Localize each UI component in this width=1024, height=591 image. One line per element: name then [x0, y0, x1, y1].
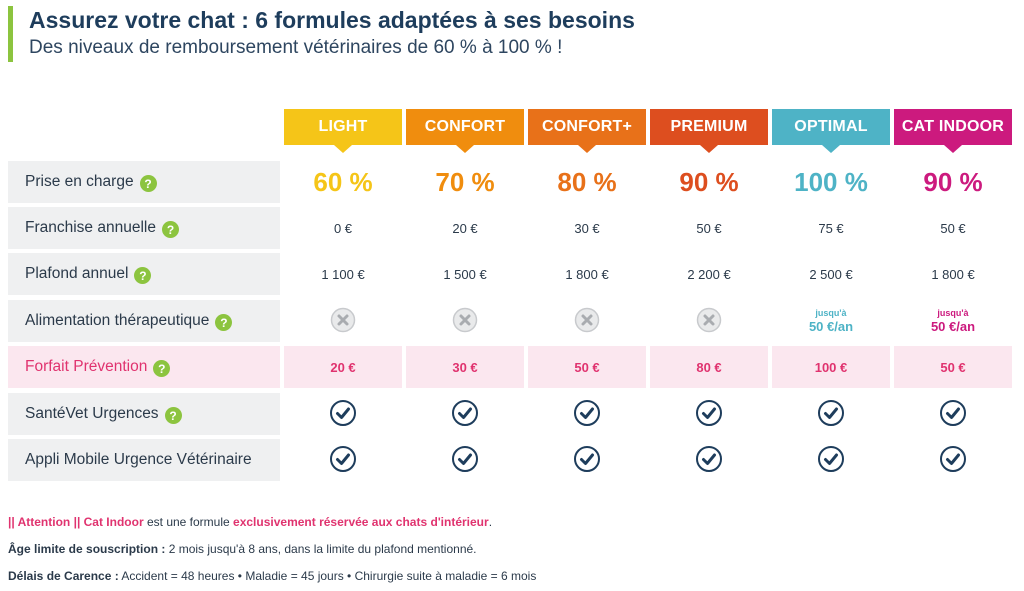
forfait-prevention-value: 30 €	[406, 346, 524, 388]
appli-value	[284, 439, 402, 481]
plafond-value: 2 500 €	[809, 266, 853, 282]
check-circle-icon	[573, 399, 601, 430]
check-circle-icon	[695, 445, 723, 476]
question-icon[interactable]: ?	[215, 314, 233, 331]
alimentation-amount: 50 €/an	[808, 319, 854, 334]
prise-en-charge-value: 100 %	[772, 161, 890, 203]
franchise-value: 75 €	[818, 220, 844, 236]
prise-en-charge-value: 80 %	[528, 161, 646, 203]
row-label-plafond: Plafond annuel?	[8, 253, 280, 295]
forfait-prevention-value: 20 €	[284, 346, 402, 388]
question-icon[interactable]: ?	[134, 267, 152, 284]
percentage-value: 100 %	[794, 166, 868, 197]
plafond-value: 1 100 €	[321, 266, 365, 282]
page-title: Assurez votre chat : 6 formules adaptées…	[29, 7, 635, 33]
percentage-value: 70 %	[435, 166, 495, 197]
check-circle-icon	[451, 445, 479, 476]
plan-header-light: LIGHT	[284, 109, 402, 153]
appli-value	[650, 439, 768, 481]
check-circle-icon	[939, 399, 967, 430]
cross-circle-icon	[574, 307, 600, 336]
prise-en-charge-value: 90 %	[650, 161, 768, 203]
forfait-prevention-value: 80 €	[650, 346, 768, 388]
plafond-value: 1 800 €	[565, 266, 609, 282]
footer-delais-carence: Délais de Carence : Accident = 48 heures…	[8, 569, 537, 583]
percentage-value: 90 %	[923, 166, 983, 197]
percentage-value: 90 %	[679, 166, 739, 197]
franchise-value: 20 €	[452, 220, 478, 236]
franchise-value: 30 €	[574, 220, 600, 236]
alimentation-caption: jusqu'à	[937, 308, 969, 318]
check-circle-icon	[695, 399, 723, 430]
row-label-alimentation: Alimentation thérapeutique?	[8, 300, 280, 342]
footer-age-limite: Âge limite de souscription : 2 mois jusq…	[8, 542, 477, 556]
row-label-franchise: Franchise annuelle?	[8, 207, 280, 249]
urgences-value	[284, 393, 402, 435]
plan-header-optimal: OPTIMAL	[772, 109, 890, 153]
alimentation-amount: 50 €/an	[930, 319, 976, 334]
urgences-value	[406, 393, 524, 435]
check-circle-icon	[817, 445, 845, 476]
check-circle-icon	[573, 445, 601, 476]
forfait-prevention-value: 100 €	[772, 346, 890, 388]
check-circle-icon	[329, 399, 357, 430]
alimentation-value	[650, 300, 768, 342]
footer-attention: || Attention || Cat Indoor est une formu…	[8, 515, 493, 529]
urgences-value	[894, 393, 1012, 435]
check-circle-icon	[817, 399, 845, 430]
urgences-value	[772, 393, 890, 435]
plan-header-cat-indoor: CAT INDOOR	[894, 109, 1012, 153]
forfait-prevention-value: 50 €	[894, 346, 1012, 388]
page-subtitle: Des niveaux de remboursement vétérinaire…	[29, 37, 563, 58]
row-label-santevet-urgences: SantéVet Urgences?	[8, 393, 280, 435]
row-label-appli-mobile: Appli Mobile Urgence Vétérinaire	[8, 439, 280, 481]
alimentation-value: jusqu'à 50 €/an	[894, 300, 1012, 342]
forfait-prevention-value: 50 €	[528, 346, 646, 388]
appli-value	[772, 439, 890, 481]
alimentation-caption: jusqu'à	[815, 308, 847, 318]
check-circle-icon	[451, 399, 479, 430]
check-circle-icon	[939, 445, 967, 476]
question-icon[interactable]: ?	[164, 407, 182, 424]
plafond-value: 1 800 €	[931, 266, 975, 282]
alimentation-value	[284, 300, 402, 342]
franchise-value: 50 €	[696, 220, 722, 236]
cross-circle-icon	[330, 307, 356, 336]
percentage-value: 80 %	[557, 166, 617, 197]
question-icon[interactable]: ?	[139, 175, 157, 192]
appli-value	[894, 439, 1012, 481]
cross-circle-icon	[696, 307, 722, 336]
prise-en-charge-value: 70 %	[406, 161, 524, 203]
urgences-value	[650, 393, 768, 435]
plafond-value: 1 500 €	[443, 266, 487, 282]
plan-header-confort: CONFORT	[406, 109, 524, 153]
percentage-value: 60 %	[313, 166, 373, 197]
franchise-value: 50 €	[940, 220, 966, 236]
alimentation-value	[406, 300, 524, 342]
row-label-prise-en-charge: Prise en charge?	[8, 161, 280, 203]
prise-en-charge-value: 60 %	[284, 161, 402, 203]
page-header: Assurez votre chat : 6 formules adaptées…	[8, 6, 808, 62]
appli-value	[406, 439, 524, 481]
alimentation-value	[528, 300, 646, 342]
plan-header-premium: PREMIUM	[650, 109, 768, 153]
plafond-value: 2 200 €	[687, 266, 731, 282]
check-circle-icon	[329, 445, 357, 476]
appli-value	[528, 439, 646, 481]
question-icon[interactable]: ?	[161, 221, 179, 238]
urgences-value	[528, 393, 646, 435]
prise-en-charge-value: 90 %	[894, 161, 1012, 203]
plan-header-confort-plus: CONFORT+	[528, 109, 646, 153]
cross-circle-icon	[452, 307, 478, 336]
question-icon[interactable]: ?	[153, 360, 171, 377]
alimentation-value: jusqu'à 50 €/an	[772, 300, 890, 342]
row-label-forfait-prevention: Forfait Prévention?	[8, 346, 280, 388]
franchise-value: 0 €	[333, 220, 353, 236]
